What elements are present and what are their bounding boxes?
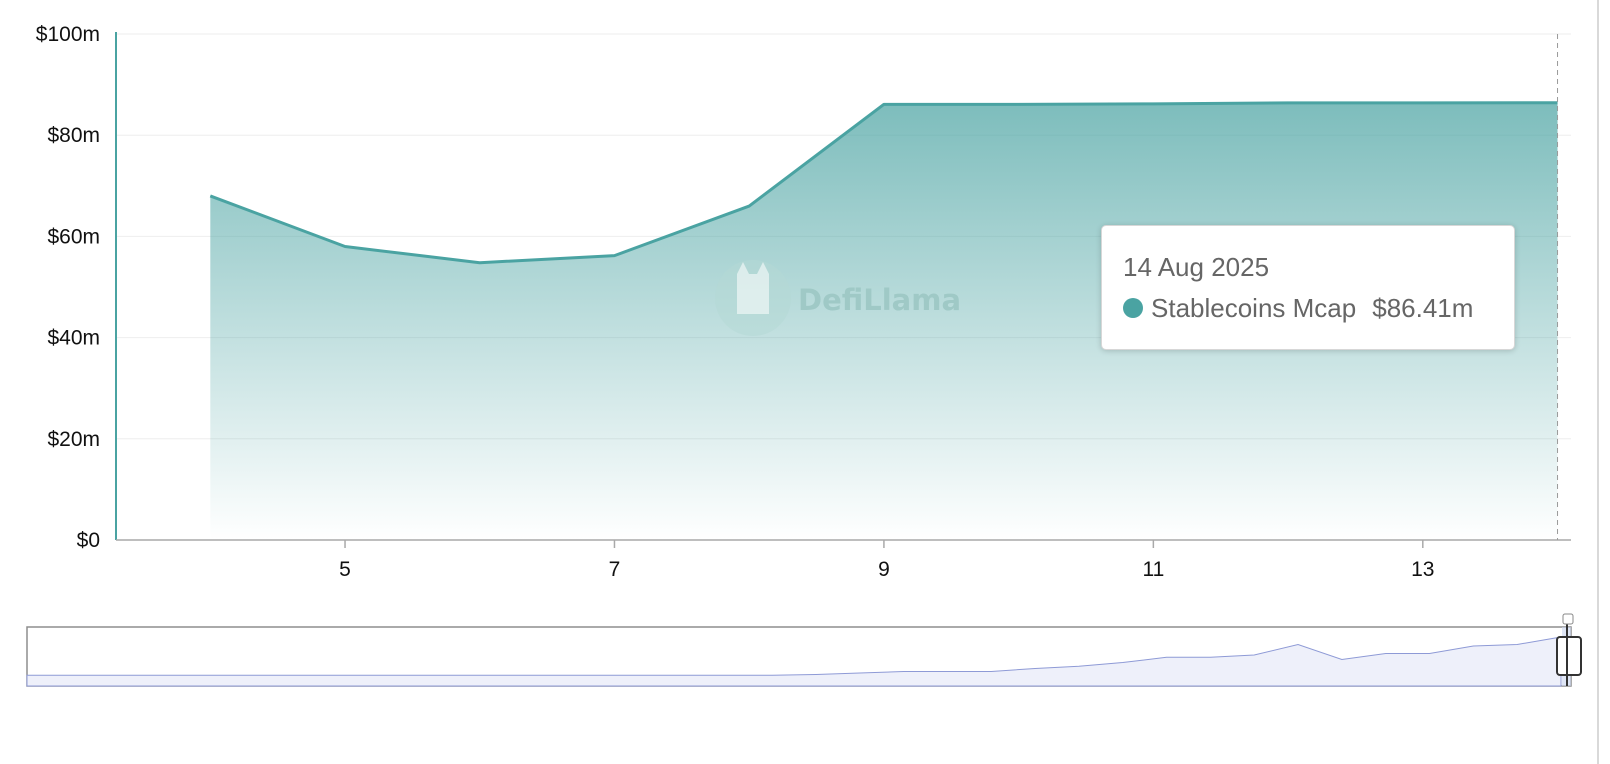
- series-layer: [209, 34, 1559, 540]
- y-axis-ticks: $0 $20m $40m $60m $80m $100m: [36, 23, 100, 552]
- page-scrollbar-edge[interactable]: [1597, 0, 1610, 764]
- data-zoom-slider[interactable]: [26, 613, 1582, 687]
- x-axis-ticks: 5 7 9 11 13: [339, 540, 1434, 581]
- y-tick-label: $40m: [47, 327, 100, 350]
- brush-handle: [1556, 636, 1582, 676]
- y-tick-label: $0: [77, 529, 100, 552]
- watermark-text: DefiLlama: [798, 283, 961, 317]
- tooltip-series-label: Stablecoins Mcap: [1151, 293, 1357, 323]
- tooltip-series-row: Stablecoins Mcap $86.41m: [1123, 292, 1494, 324]
- brush-handle-grip: [1562, 613, 1574, 625]
- y-tick-label: $80m: [47, 124, 100, 147]
- tooltip-date: 14 Aug 2025: [1123, 252, 1270, 282]
- x-tick-label: 11: [1142, 558, 1164, 581]
- x-tick-label: 9: [878, 558, 890, 581]
- x-tick-label: 7: [609, 558, 621, 581]
- y-tick-label: $100m: [36, 23, 100, 46]
- tooltip-series-dot: [1123, 298, 1143, 318]
- series-area: [210, 102, 1558, 540]
- y-tick-label: $20m: [47, 428, 100, 451]
- brush-overview-area: [26, 636, 1562, 687]
- x-tick-label: 5: [339, 558, 351, 581]
- defillama-watermark: DefiLlama: [715, 260, 961, 336]
- watermark-llama-shape: [737, 262, 769, 314]
- tooltip-series-value: $86.41m: [1372, 293, 1474, 323]
- x-tick-label: 13: [1411, 558, 1434, 581]
- chart-tooltip: 14 Aug 2025 Stablecoins Mcap $86.41m: [1101, 225, 1515, 350]
- y-tick-label: $60m: [47, 225, 100, 248]
